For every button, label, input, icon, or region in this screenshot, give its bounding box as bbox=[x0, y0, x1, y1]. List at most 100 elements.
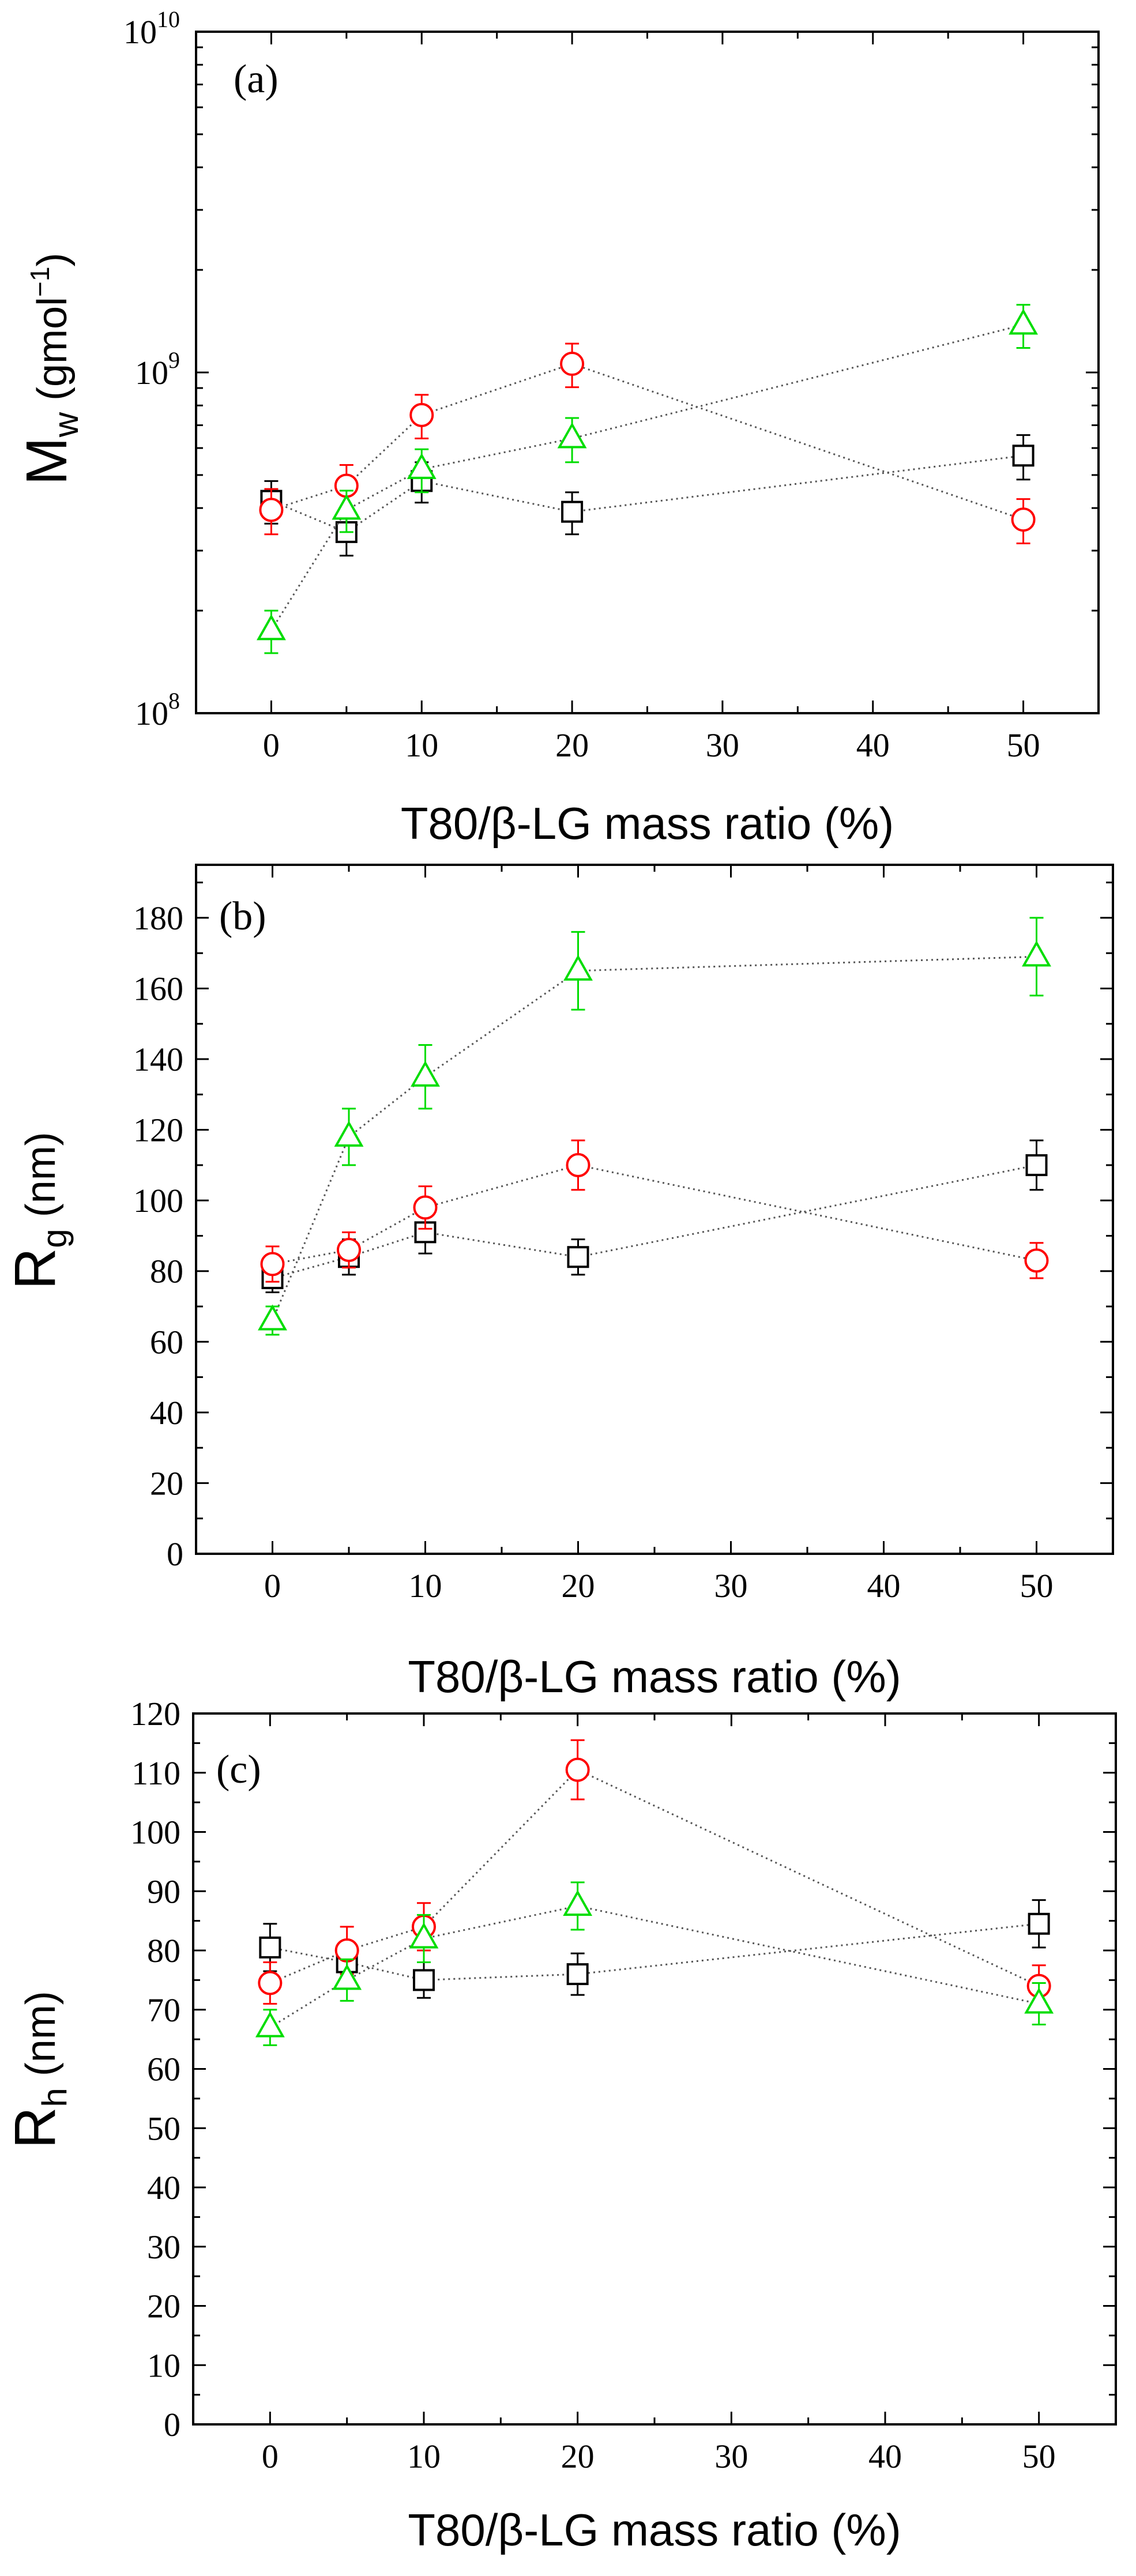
x-tick-label: 30 bbox=[714, 1567, 748, 1605]
chart-panel-1: 0 10 20 30 40 50 108 109 1010 T80/β-LG mass ratio… bbox=[14, 6, 1100, 849]
data-point-triangle bbox=[332, 494, 362, 520]
data-point-triangle bbox=[557, 422, 587, 449]
y-tick-label: 90 bbox=[147, 1873, 180, 1910]
x-tick-label: 30 bbox=[706, 726, 739, 764]
series-line-circles bbox=[270, 363, 1024, 521]
y-tick-label: 30 bbox=[147, 2228, 180, 2266]
x-tick-label: 40 bbox=[867, 1567, 901, 1605]
y-axis-label: Mw (gmol−1) bbox=[14, 253, 85, 485]
y-tick-label: 108 bbox=[135, 688, 180, 732]
series-line-triangles bbox=[272, 955, 1037, 1321]
y-tick-label: 180 bbox=[133, 899, 183, 937]
data-point-circle bbox=[1024, 1248, 1049, 1273]
x-tick-label: 50 bbox=[1020, 1567, 1054, 1605]
series-squares bbox=[261, 1139, 1048, 1294]
y-tick-label: 80 bbox=[150, 1253, 183, 1290]
panel-label: (a) bbox=[234, 57, 279, 101]
x-tick-label: 40 bbox=[856, 726, 890, 764]
y-tick-label: 160 bbox=[133, 970, 183, 1007]
x-tick-label: 10 bbox=[405, 726, 438, 764]
series-circles bbox=[260, 1139, 1049, 1283]
x-tick-label: 0 bbox=[264, 1567, 281, 1605]
x-tick-label: 40 bbox=[868, 2438, 902, 2475]
plot-frame bbox=[195, 31, 1100, 714]
data-point-circle bbox=[560, 352, 585, 376]
series-line-squares bbox=[270, 1923, 1039, 1981]
series-line-squares bbox=[272, 1164, 1037, 1279]
data-point-triangle bbox=[332, 1964, 362, 1990]
y-tick-label: 120 bbox=[130, 1695, 180, 1733]
y-tick-label: 40 bbox=[147, 2169, 180, 2206]
series-line-triangles bbox=[269, 1905, 1040, 2028]
series-triangles bbox=[256, 304, 1039, 654]
series-line-triangles bbox=[270, 323, 1024, 631]
y-tick-label: 60 bbox=[147, 2051, 180, 2088]
data-point-square bbox=[413, 1969, 435, 1991]
series-squares bbox=[259, 1899, 1050, 1999]
data-point-triangle bbox=[1024, 1987, 1054, 2014]
y-tick-label: 109 bbox=[135, 347, 180, 391]
y-tick-label: 100 bbox=[133, 1182, 183, 1219]
series-squares bbox=[260, 434, 1035, 557]
series-line-squares bbox=[270, 454, 1024, 533]
x-tick-label: 20 bbox=[561, 2438, 595, 2475]
data-point-circle bbox=[409, 402, 434, 427]
y-tick-label: 0 bbox=[167, 1535, 183, 1573]
data-point-triangle bbox=[1022, 940, 1051, 967]
data-point-square bbox=[1028, 1912, 1050, 1935]
data-point-square bbox=[567, 1246, 589, 1268]
x-tick-label: 30 bbox=[714, 2438, 748, 2475]
y-tick-label: 1010 bbox=[123, 6, 180, 51]
x-tick-label: 10 bbox=[407, 2438, 441, 2475]
x-tick-label: 20 bbox=[562, 1567, 595, 1605]
data-point-triangle bbox=[563, 954, 593, 981]
x-tick-label: 50 bbox=[1022, 2438, 1056, 2475]
y-axis-label: Rh (nm) bbox=[3, 1991, 74, 2149]
chart-panel-2: 0 10 20 30 40 50 0 20 40 60 80 100 120 140 160 180 T80/β… bbox=[3, 864, 1114, 1702]
data-point-triangle bbox=[411, 1060, 440, 1087]
x-tick-label: 20 bbox=[555, 726, 589, 764]
data-point-triangle bbox=[334, 1120, 364, 1147]
data-point-triangle bbox=[256, 614, 286, 641]
y-tick-label: 70 bbox=[147, 1991, 180, 2029]
data-point-triangle bbox=[258, 1304, 287, 1331]
y-tick-label: 140 bbox=[133, 1041, 183, 1078]
data-point-circle bbox=[260, 1252, 285, 1276]
data-point-circle bbox=[566, 1153, 590, 1177]
data-point-triangle bbox=[409, 1922, 439, 1949]
x-axis-label: T80/β-LG mass ratio (%) bbox=[408, 2505, 901, 2555]
series-circles bbox=[258, 1739, 1051, 2008]
y-tick-label: 40 bbox=[150, 1394, 183, 1432]
y-tick-label: 20 bbox=[150, 1464, 183, 1502]
data-point-circle bbox=[337, 1237, 361, 1262]
x-tick-label: 50 bbox=[1007, 726, 1040, 764]
y-tick-label: 10 bbox=[147, 2347, 180, 2384]
chart-panel-3: 0 10 20 30 40 50 0 10 20 30 40 50 60 70 80 90 100 110 120 T… bbox=[3, 1695, 1117, 2555]
x-axis-label: T80/β-LG mass ratio (%) bbox=[401, 798, 894, 849]
data-point-triangle bbox=[407, 453, 437, 479]
data-point-triangle bbox=[255, 2011, 285, 2038]
series-triangles bbox=[255, 1881, 1054, 2046]
y-tick-label: 0 bbox=[164, 2406, 180, 2443]
y-tick-label: 110 bbox=[131, 1754, 180, 1792]
y-axis-label: Rg (nm) bbox=[3, 1132, 74, 1290]
data-point-square bbox=[561, 500, 584, 523]
data-point-circle bbox=[258, 1971, 283, 1995]
plot-frame bbox=[192, 1712, 1117, 2426]
y-tick-label: 50 bbox=[147, 2110, 180, 2147]
panel-label: (b) bbox=[219, 894, 266, 939]
x-tick-label: 10 bbox=[409, 1567, 442, 1605]
x-tick-label: 0 bbox=[262, 2438, 279, 2475]
series-circles bbox=[259, 342, 1036, 544]
x-tick-label: 0 bbox=[263, 726, 280, 764]
series-line-circles bbox=[272, 1164, 1037, 1265]
data-point-square bbox=[566, 1963, 589, 1986]
data-point-triangle bbox=[1009, 308, 1039, 335]
data-point-circle bbox=[1011, 507, 1036, 532]
y-tick-label: 20 bbox=[147, 2288, 180, 2325]
data-point-triangle bbox=[563, 1889, 593, 1916]
x-axis-label: T80/β-LG mass ratio (%) bbox=[408, 1651, 901, 1702]
data-point-square bbox=[1025, 1154, 1048, 1176]
plot-frame bbox=[195, 864, 1114, 1555]
